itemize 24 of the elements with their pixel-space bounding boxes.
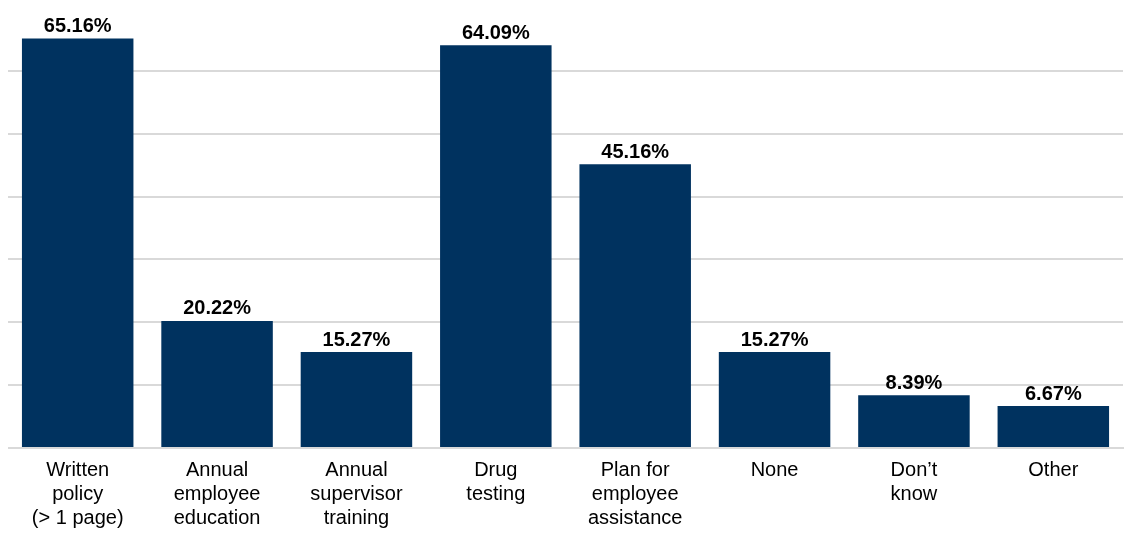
data-label: 15.27% (740, 327, 809, 350)
bar (718, 352, 831, 447)
data-label: 45.16% (601, 139, 670, 162)
x-tick-label: Don’t know (890, 457, 938, 504)
x-tick-label: Other (1028, 457, 1079, 480)
x-tick-label: Annual employee education (173, 457, 261, 528)
x-tick-label: Drug testing (466, 457, 526, 504)
data-label: 65.16% (43, 13, 112, 36)
bar (579, 164, 691, 447)
bar (997, 406, 1110, 447)
bar (440, 45, 552, 447)
data-label: 6.67% (1024, 381, 1082, 404)
bar (300, 352, 413, 447)
bar (858, 395, 970, 447)
data-label: 8.39% (885, 370, 943, 393)
x-tick-label: Written policy (> 1 page) (31, 457, 124, 528)
x-tick-label: Plan for employee assistance (587, 457, 683, 528)
data-label: 20.22% (183, 296, 252, 319)
x-tick-label: Annual supervisor training (310, 457, 403, 528)
x-tick-label: None (750, 457, 799, 480)
bar (21, 38, 134, 447)
bar (161, 320, 273, 447)
data-label: 15.27% (322, 327, 391, 350)
data-label: 64.09% (461, 20, 530, 43)
